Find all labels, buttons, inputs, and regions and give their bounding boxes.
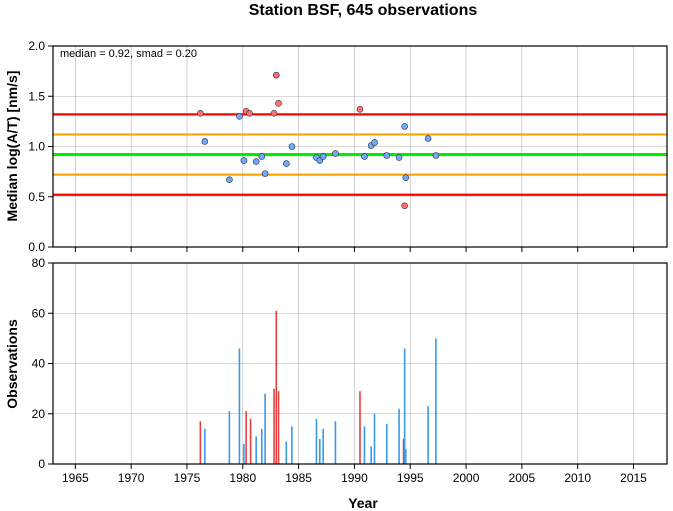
data-point — [371, 139, 378, 146]
y-tick-label: 40 — [32, 357, 46, 371]
data-point — [261, 170, 269, 177]
data-point — [270, 110, 278, 117]
stats-annotation: median = 0.92, smad = 0.20 — [60, 48, 197, 60]
y-tick-label: 0.0 — [28, 240, 45, 254]
x-tick-label: 1970 — [118, 471, 145, 485]
median-panel: 0.0 0.5 1.0 1.5 2.0 median = 0.92, smad = 0.… — [4, 39, 668, 254]
x-tick-label: 1975 — [174, 471, 201, 485]
y-tick-label: 60 — [32, 306, 46, 320]
y-tick-label: 1.0 — [28, 140, 45, 154]
data-point — [252, 158, 260, 165]
y-tick-label: 1.5 — [28, 89, 45, 103]
data-point — [356, 106, 364, 113]
reference-lines — [53, 113, 667, 196]
y-tick-label: 0 — [38, 457, 45, 471]
x-tick-label: 1990 — [341, 471, 368, 485]
data-point — [201, 138, 209, 145]
chart-title: Station BSF, 645 observations — [249, 2, 478, 19]
data-point — [283, 160, 290, 167]
observations-y-ticks: 0 20 40 60 80 — [32, 256, 53, 471]
x-tick-label: 1995 — [397, 471, 424, 485]
data-point — [275, 99, 282, 107]
data-point — [258, 153, 266, 160]
observation-bars — [199, 310, 437, 464]
data-point — [319, 153, 327, 160]
data-point — [395, 154, 403, 161]
x-tick-label: 1980 — [229, 471, 256, 485]
data-point — [288, 143, 296, 150]
data-point — [332, 150, 339, 157]
x-tick-label: 2000 — [453, 471, 480, 485]
x-tick-label: 2005 — [509, 471, 536, 485]
data-point — [424, 135, 432, 142]
x-tick-label: 2010 — [564, 471, 591, 485]
x-tick-label: 1985 — [285, 471, 312, 485]
median-y-ticks: 0.0 0.5 1.0 1.5 2.0 — [28, 39, 53, 254]
data-point — [401, 123, 408, 130]
y-tick-label: 2.0 — [28, 39, 45, 53]
observations-panel: 0 20 40 60 80 1965 1970 1975 1980 1985 1990 1995 20… — [4, 256, 668, 511]
median-points — [197, 71, 440, 210]
data-point — [226, 176, 233, 183]
year-x-axis-label: Year — [348, 495, 378, 511]
x-tick-label: 2015 — [620, 471, 647, 485]
y-tick-label: 80 — [32, 256, 46, 270]
data-point — [401, 202, 408, 210]
data-point — [361, 153, 368, 160]
data-point — [383, 152, 391, 159]
data-point — [432, 152, 440, 159]
data-point — [402, 174, 410, 181]
x-tick-label: 1965 — [62, 471, 89, 485]
data-point — [236, 113, 243, 120]
median-y-axis-label: Median log(A/T) [nm/s] — [4, 71, 20, 222]
year-x-ticks: 1965 1970 1975 1980 1985 1990 1995 2000 2005 2010… — [62, 464, 647, 485]
data-point — [197, 110, 204, 117]
y-tick-label: 20 — [32, 407, 46, 421]
median-panel-grid — [53, 45, 667, 252]
y-tick-label: 0.5 — [28, 190, 45, 204]
observations-y-axis-label: Observations — [4, 319, 20, 409]
data-point — [246, 110, 253, 117]
data-point — [240, 157, 248, 164]
data-point — [272, 71, 280, 79]
